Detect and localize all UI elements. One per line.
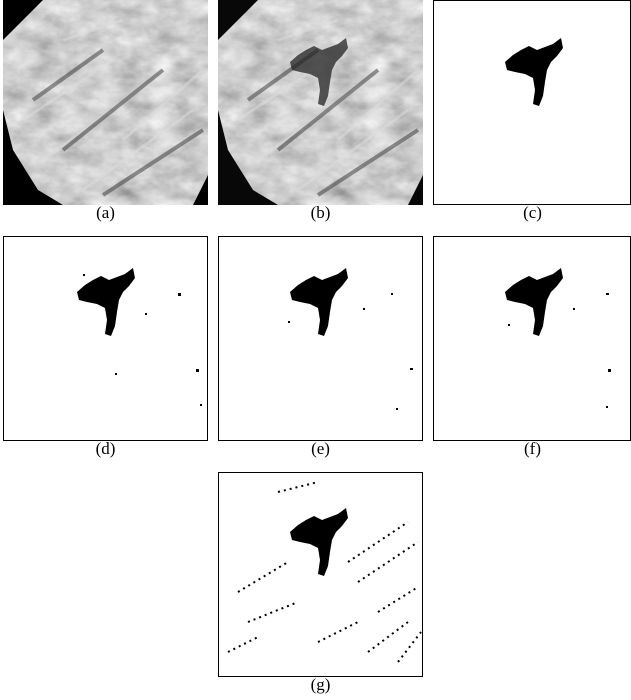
change-map-f — [433, 236, 631, 441]
frame — [434, 237, 631, 441]
change-map-e — [218, 236, 423, 441]
change-map-g — [218, 472, 423, 677]
figure-page: (a) (b) (c) (d) (e) (f) (g) (() => { con… — [0, 0, 631, 700]
caption: (f) — [430, 439, 631, 459]
satellite-image-a — [3, 0, 208, 205]
frame — [434, 1, 631, 205]
frame — [219, 237, 423, 441]
frame — [4, 237, 208, 441]
caption: (c) — [430, 203, 631, 223]
terrain — [3, 0, 208, 205]
caption: (b) — [218, 203, 423, 223]
satellite-image-b — [218, 0, 423, 205]
change-map-c — [433, 0, 631, 205]
caption: (a) — [3, 203, 208, 223]
caption: (g) — [218, 675, 423, 695]
caption: (e) — [218, 439, 423, 459]
terrain — [218, 0, 423, 205]
caption: (d) — [3, 439, 208, 459]
change-map-d — [3, 236, 208, 441]
